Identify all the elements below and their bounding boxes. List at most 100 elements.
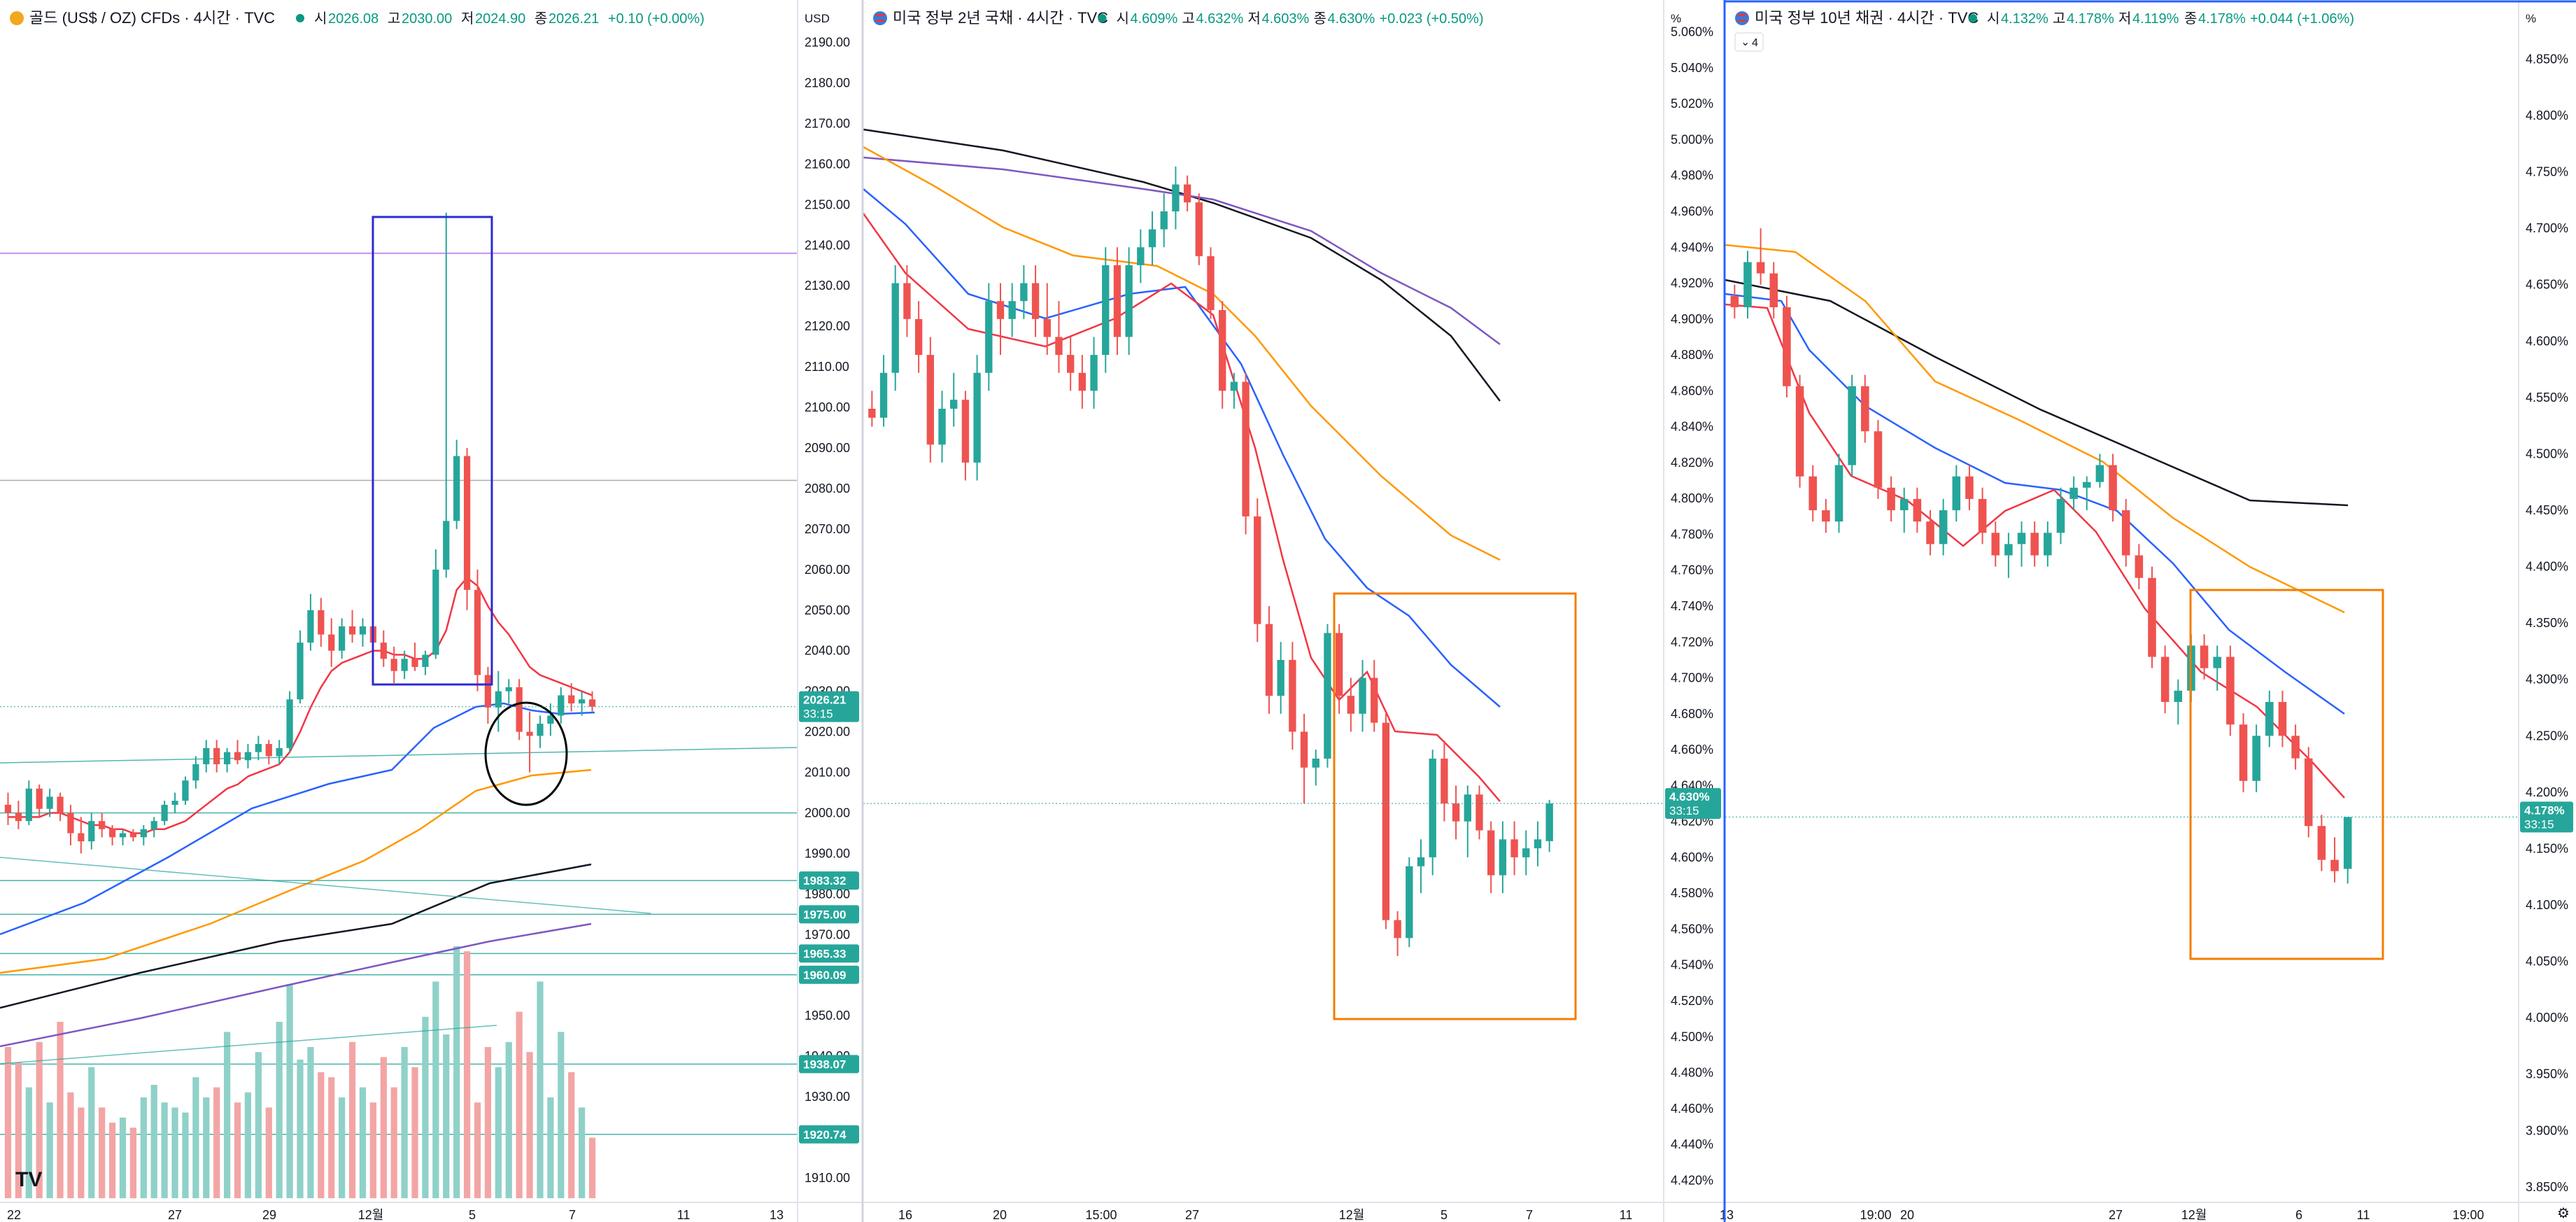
candle[interactable]	[244, 752, 252, 761]
trend-line[interactable]	[0, 857, 651, 914]
candle[interactable]	[1406, 866, 1413, 939]
moving-average-purple[interactable]	[863, 156, 1501, 346]
candle[interactable]	[1300, 731, 1308, 768]
candle[interactable]	[1195, 202, 1203, 257]
candle[interactable]	[903, 283, 911, 319]
candle[interactable]	[2330, 859, 2339, 871]
symbol-title[interactable]: 미국 정부 2년 국채 · 4시간 · TVC	[893, 9, 1108, 27]
moving-average-blue[interactable]	[1725, 293, 2345, 715]
candle[interactable]	[1219, 310, 1226, 391]
candle[interactable]	[2135, 555, 2144, 578]
candle[interactable]	[380, 642, 387, 659]
candle[interactable]	[474, 589, 481, 675]
candle[interactable]	[1769, 273, 1778, 307]
candle[interactable]	[1371, 677, 1378, 723]
candle[interactable]	[495, 691, 502, 708]
candle[interactable]	[2265, 701, 2274, 736]
symbol-title[interactable]: 골드 (US$ / OZ) CFDs · 4시간 · TVC	[29, 9, 275, 27]
candle[interactable]	[1952, 476, 1961, 511]
moving-average-black[interactable]	[863, 128, 1501, 402]
candle[interactable]	[4, 804, 12, 813]
moving-average-black[interactable]	[1725, 279, 2349, 507]
candle[interactable]	[1926, 521, 1934, 545]
candle[interactable]	[579, 699, 586, 704]
moving-average-blue[interactable]	[863, 188, 1501, 708]
indicator-toggle-button[interactable]	[1734, 32, 1764, 52]
candle[interactable]	[2160, 656, 2170, 702]
candle[interactable]	[161, 804, 168, 822]
candle[interactable]	[1289, 659, 1296, 732]
candle[interactable]	[1499, 839, 1507, 876]
moving-average-black[interactable]	[0, 863, 592, 1009]
candle[interactable]	[2004, 544, 2013, 556]
candle[interactable]	[1848, 386, 1856, 465]
candle[interactable]	[1475, 794, 1483, 831]
moving-average-red[interactable]	[8, 576, 593, 834]
candle[interactable]	[973, 372, 981, 463]
candle[interactable]	[318, 610, 325, 635]
candle[interactable]	[339, 626, 346, 651]
candle[interactable]	[1172, 184, 1180, 211]
candle[interactable]	[108, 829, 116, 838]
candle[interactable]	[1020, 283, 1028, 302]
candle[interactable]	[453, 456, 460, 521]
candle[interactable]	[2200, 645, 2209, 668]
candle[interactable]	[15, 813, 22, 822]
candle[interactable]	[1991, 533, 2000, 556]
candle[interactable]	[265, 744, 272, 757]
highlight-circle[interactable]	[484, 701, 568, 806]
candle[interactable]	[2213, 656, 2221, 668]
candle[interactable]	[537, 724, 544, 736]
candle[interactable]	[213, 747, 220, 764]
candle[interactable]	[1137, 247, 1145, 265]
candle[interactable]	[2317, 826, 2326, 860]
candle[interactable]	[1822, 510, 1830, 522]
candle[interactable]	[2239, 724, 2248, 781]
candle[interactable]	[1913, 498, 1922, 522]
candle[interactable]	[1795, 386, 1804, 477]
candle[interactable]	[2252, 736, 2260, 781]
candle[interactable]	[223, 752, 231, 764]
candle[interactable]	[1730, 295, 1739, 307]
candle[interactable]	[67, 813, 74, 834]
candle[interactable]	[359, 626, 367, 635]
candle[interactable]	[1452, 803, 1460, 822]
candle[interactable]	[2095, 465, 2104, 482]
candle[interactable]	[328, 634, 335, 651]
candle[interactable]	[1230, 381, 1238, 391]
candle[interactable]	[1545, 803, 1553, 841]
moving-average-red[interactable]	[1725, 303, 2345, 799]
candle[interactable]	[57, 796, 64, 813]
candle[interactable]	[1335, 633, 1343, 696]
candle[interactable]	[2226, 656, 2235, 725]
candle[interactable]	[203, 747, 210, 764]
candle[interactable]	[25, 788, 32, 822]
candle[interactable]	[1031, 283, 1040, 319]
candle[interactable]	[1078, 372, 1087, 391]
candle[interactable]	[1090, 355, 1098, 391]
candle[interactable]	[2109, 465, 2117, 511]
candle[interactable]	[1522, 848, 1530, 857]
candle[interactable]	[234, 752, 241, 761]
candle[interactable]	[1148, 229, 1156, 248]
candle[interactable]	[443, 521, 450, 570]
candle[interactable]	[129, 833, 137, 838]
candle[interactable]	[1464, 794, 1471, 822]
candle[interactable]	[2343, 817, 2352, 869]
candle[interactable]	[505, 687, 512, 691]
moving-average-purple[interactable]	[0, 922, 592, 1048]
candle[interactable]	[2291, 736, 2300, 759]
candle[interactable]	[1783, 307, 1791, 386]
candle[interactable]	[432, 569, 439, 655]
candle[interactable]	[1978, 498, 1987, 533]
candle[interactable]	[286, 699, 293, 748]
candle[interactable]	[140, 829, 147, 838]
candle[interactable]	[1359, 677, 1366, 714]
candle[interactable]	[526, 731, 533, 736]
candle[interactable]	[1008, 301, 1016, 319]
moving-average-blue[interactable]	[0, 702, 595, 936]
candle[interactable]	[348, 626, 356, 635]
candle[interactable]	[1207, 256, 1215, 310]
candle[interactable]	[891, 283, 899, 373]
candle[interactable]	[868, 409, 876, 418]
